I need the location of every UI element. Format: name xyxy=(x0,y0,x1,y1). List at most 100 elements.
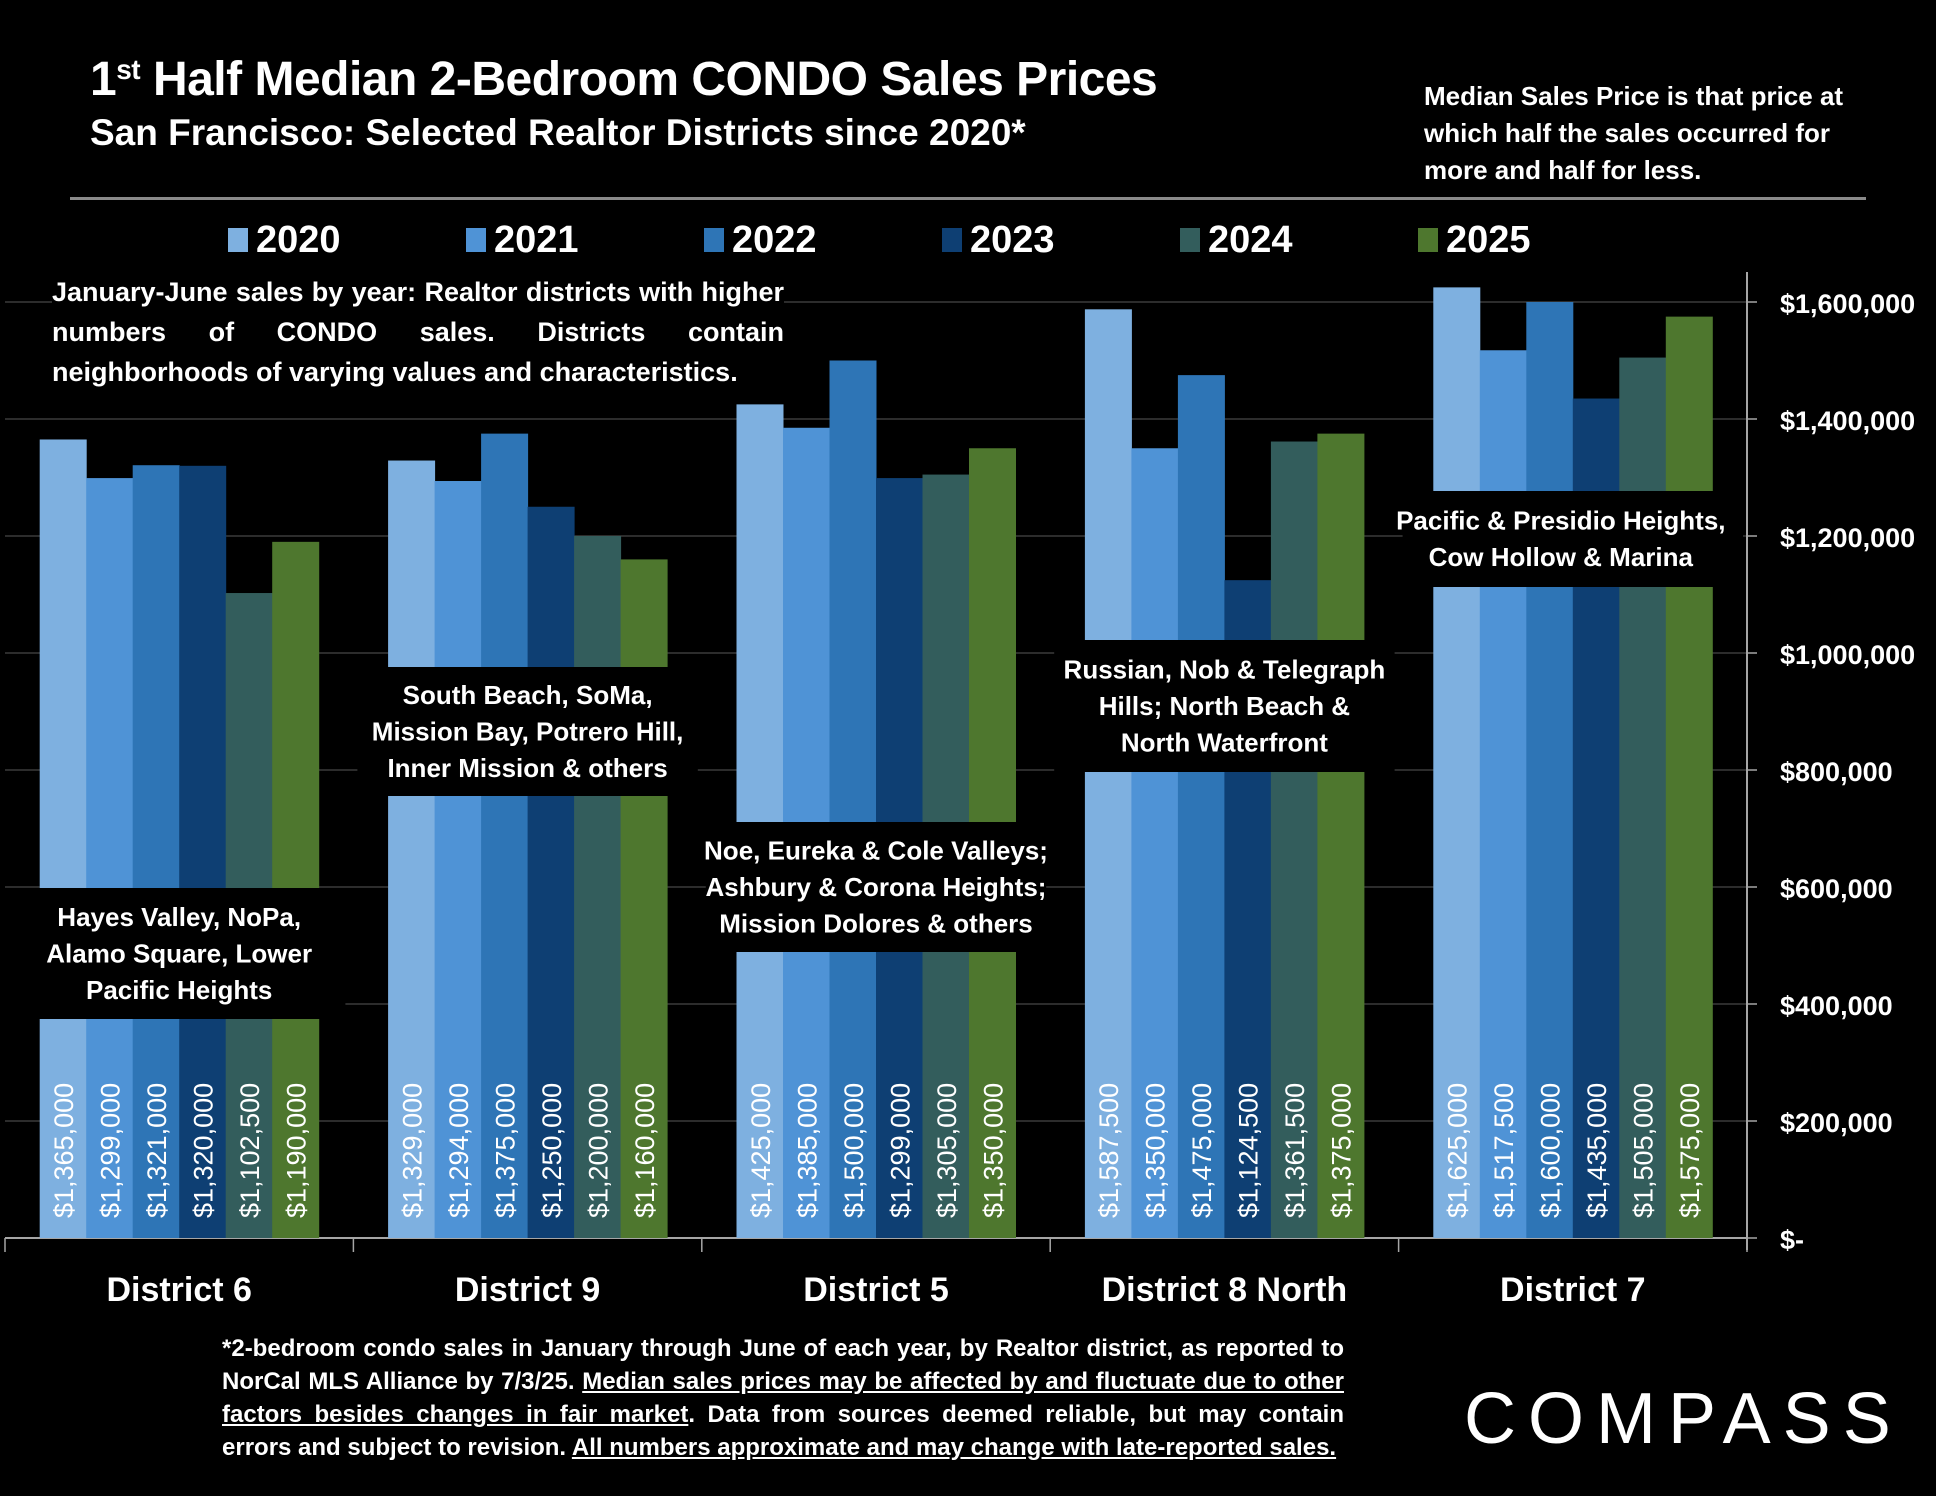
bar-value-label: $1,425,000 xyxy=(746,1083,776,1218)
legend-item-2021: 2021 xyxy=(466,219,704,262)
bar-value-label: $1,200,000 xyxy=(583,1083,613,1218)
bar-2025 xyxy=(1317,433,1365,1238)
bar-value-label: $1,250,000 xyxy=(537,1083,567,1218)
legend-item-2020: 2020 xyxy=(228,219,466,262)
bar-value-label: $1,299,000 xyxy=(95,1083,125,1218)
bar-2023 xyxy=(179,465,227,1238)
legend-label: 2025 xyxy=(1446,218,1531,261)
bar-value-label: $1,102,500 xyxy=(235,1083,265,1218)
bar-2020 xyxy=(39,439,87,1239)
district-note-line: Hayes Valley, NoPa, xyxy=(57,902,301,932)
bar-2021 xyxy=(1131,448,1179,1238)
x-category-label: District 5 xyxy=(803,1271,949,1309)
bar-value-label: $1,294,000 xyxy=(444,1083,474,1218)
bar-value-label: $1,625,000 xyxy=(1443,1083,1473,1218)
bar-2025 xyxy=(1665,316,1713,1238)
legend: 2020 2021 2022 2023 2024 2025 xyxy=(228,212,1656,268)
y-tick-label: $400,000 xyxy=(1780,991,1893,1021)
x-category-label: District 8 North xyxy=(1102,1271,1348,1309)
district-note-line: Pacific & Presidio Heights, xyxy=(1396,506,1725,536)
bar-value-label: $1,320,000 xyxy=(188,1083,218,1218)
bar-value-label: $1,587,500 xyxy=(1094,1083,1124,1218)
y-tick-label: $200,000 xyxy=(1780,1108,1893,1138)
legend-label: 2021 xyxy=(494,218,579,261)
bar-value-label: $1,299,000 xyxy=(885,1083,915,1218)
legend-swatch xyxy=(1418,228,1438,252)
bar-value-label: $1,190,000 xyxy=(281,1083,311,1218)
bar-value-label: $1,124,500 xyxy=(1234,1083,1264,1218)
bar-2021 xyxy=(86,478,134,1239)
bar-value-label: $1,500,000 xyxy=(839,1083,869,1218)
bar-value-label: $1,375,000 xyxy=(1327,1083,1357,1218)
district-note-line: Russian, Nob & Telegraph xyxy=(1064,654,1386,684)
bar-value-label: $1,365,000 xyxy=(49,1083,79,1218)
district-note-background xyxy=(1402,491,1743,587)
footnote-disclaimer-1: Median sales prices may be affected by a… xyxy=(222,1368,1344,1428)
y-tick-label: $- xyxy=(1780,1225,1804,1255)
district-note-background xyxy=(1054,640,1395,772)
bar-value-label: $1,305,000 xyxy=(932,1083,962,1218)
title-text: Half Median 2-Bedroom CONDO Sales Prices xyxy=(140,53,1158,106)
district-note-line: Mission Dolores & others xyxy=(719,908,1033,938)
legend-swatch xyxy=(942,228,962,252)
district-note-line: Noe, Eureka & Cole Valleys; xyxy=(704,835,1048,865)
legend-label: 2022 xyxy=(732,218,817,261)
bar-2020 xyxy=(388,460,436,1238)
bar-2020 xyxy=(736,404,784,1238)
bar-2022 xyxy=(1177,375,1225,1238)
footnote-part3: . Data from sources deemed reliable, but… xyxy=(222,1401,1344,1461)
y-tick-label: $600,000 xyxy=(1780,874,1893,904)
x-category-label: District 9 xyxy=(455,1271,601,1309)
title-superscript: st xyxy=(116,54,141,85)
y-tick-label: $1,400,000 xyxy=(1780,406,1915,436)
bar-value-label: $1,435,000 xyxy=(1582,1083,1612,1218)
y-tick-label: $1,600,000 xyxy=(1780,289,1915,319)
district-note-background xyxy=(357,667,698,796)
footnote: *2-bedroom condo sales in January throug… xyxy=(222,1332,1344,1464)
district-note-line: Cow Hollow & Marina xyxy=(1429,542,1694,572)
bar-2020 xyxy=(1084,309,1132,1238)
bar-value-label: $1,475,000 xyxy=(1187,1083,1217,1218)
bar-2020 xyxy=(1433,287,1481,1238)
bar-value-label: $1,361,500 xyxy=(1280,1083,1310,1218)
bar-2024 xyxy=(574,536,622,1238)
bar-2023 xyxy=(527,506,575,1238)
bar-2022 xyxy=(132,465,180,1239)
title-prefix: 1 xyxy=(90,53,117,106)
bar-value-label: $1,505,000 xyxy=(1629,1083,1659,1218)
bar-value-label: $1,385,000 xyxy=(792,1083,822,1218)
y-tick-label: $1,200,000 xyxy=(1780,523,1915,553)
x-category-label: District 7 xyxy=(1500,1271,1646,1309)
chart-title: 1st Half Median 2-Bedroom CONDO Sales Pr… xyxy=(90,52,1158,107)
bar-2022 xyxy=(481,433,529,1238)
district-note-background xyxy=(705,822,1047,952)
legend-label: 2020 xyxy=(256,218,341,261)
chart-subtitle: San Francisco: Selected Realtor District… xyxy=(90,112,1026,153)
district-note-line: Alamo Square, Lower xyxy=(46,938,312,968)
footnote-disclaimer-2: All numbers approximate and may change w… xyxy=(571,1434,1337,1461)
y-tick-label: $1,000,000 xyxy=(1780,640,1915,670)
legend-item-2023: 2023 xyxy=(942,219,1180,262)
bar-value-label: $1,517,500 xyxy=(1489,1083,1519,1218)
legend-swatch xyxy=(466,228,486,252)
footnote-part1: *2-bedroom condo sales in January throug… xyxy=(222,1335,1344,1395)
bar-value-label: $1,321,000 xyxy=(142,1083,172,1218)
bar-2022 xyxy=(829,360,877,1238)
district-note-line: Inner Mission & others xyxy=(387,753,667,783)
y-tick-label: $800,000 xyxy=(1780,757,1893,787)
intro-text: January-June sales by year: Realtor dist… xyxy=(52,272,784,392)
compass-logo: COMPASS xyxy=(1464,1379,1903,1459)
district-note-background xyxy=(0,888,346,1019)
district-note-line: Hills; North Beach & xyxy=(1099,691,1350,721)
bar-value-label: $1,575,000 xyxy=(1675,1083,1705,1218)
bar-value-label: $1,329,000 xyxy=(397,1083,427,1218)
district-note-line: South Beach, SoMa, xyxy=(403,680,653,710)
district-note-line: Ashbury & Corona Heights; xyxy=(706,872,1047,902)
district-note-line: Mission Bay, Potrero Hill, xyxy=(372,716,684,746)
legend-label: 2024 xyxy=(1208,218,1293,261)
district-note-line: Pacific Heights xyxy=(86,975,272,1005)
bar-value-label: $1,375,000 xyxy=(490,1083,520,1218)
bar-2024 xyxy=(1270,441,1318,1239)
district-note-line: North Waterfront xyxy=(1121,727,1328,757)
